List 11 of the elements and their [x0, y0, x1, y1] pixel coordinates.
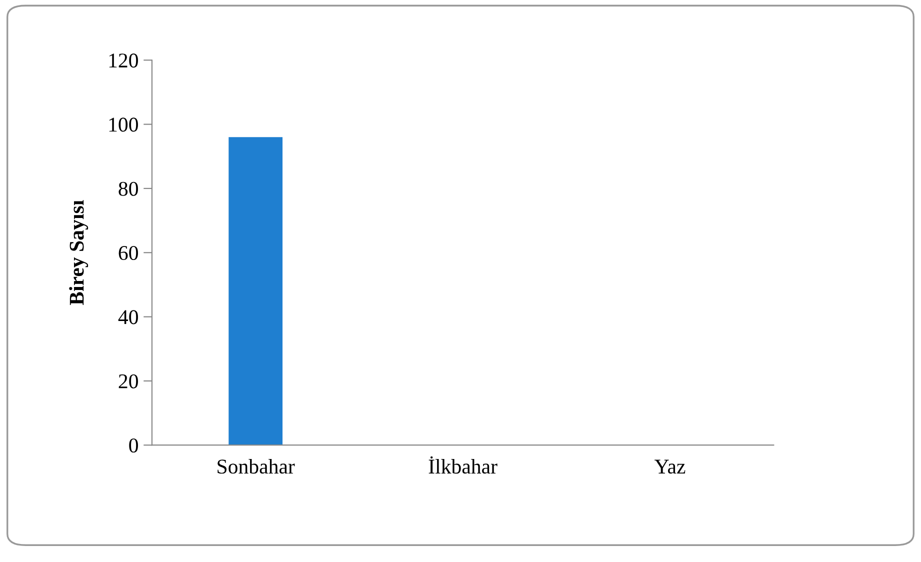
y-tick-label: 120 [109, 54, 138, 68]
y-tick-label: 40 [118, 310, 138, 324]
y-tick-label: 20 [118, 374, 138, 388]
x-tick-label: Yaz [654, 460, 686, 474]
x-tick-label: Sonbahar [218, 458, 295, 474]
x-tick-label: İlkbahar [428, 456, 498, 474]
y-tick-label: 0 [129, 438, 138, 453]
y-axis-title: Birey Sayısı [69, 200, 88, 306]
y-tick-label: 60 [118, 246, 138, 260]
y-tick-label: 80 [118, 182, 138, 196]
y-tick-label: 100 [109, 118, 138, 132]
